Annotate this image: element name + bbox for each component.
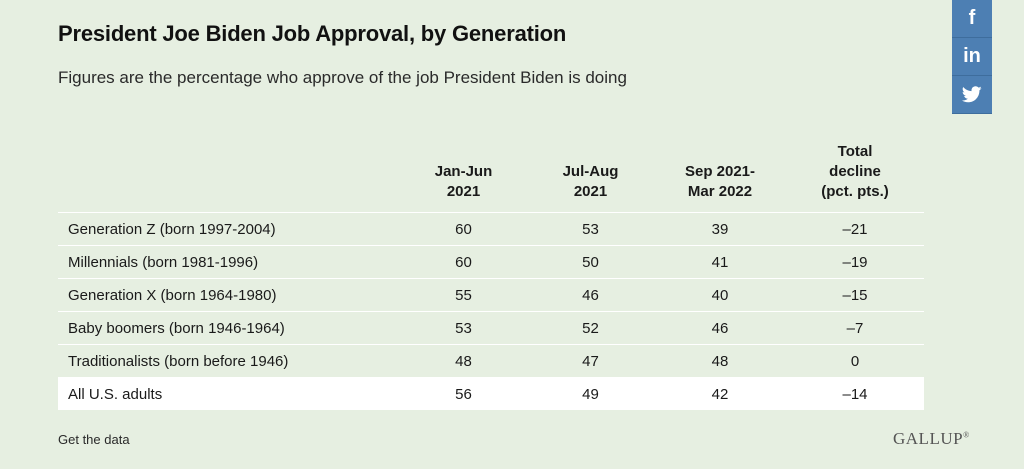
table-cell: 39 (654, 212, 786, 246)
get-the-data-link[interactable]: Get the data (58, 432, 130, 447)
row-label: Generation Z (born 1997-2004) (58, 212, 400, 246)
table-cell: –14 (786, 377, 924, 410)
column-header-line: Mar 2022 (687, 183, 753, 200)
table-row: Traditionalists (born before 1946) 48 47… (58, 344, 924, 378)
table-cell: 53 (400, 311, 527, 345)
chart-title: President Joe Biden Job Approval, by Gen… (58, 21, 567, 46)
table-cell: 50 (527, 245, 654, 279)
table-cell: –15 (786, 278, 924, 312)
table-cell: 48 (400, 344, 527, 378)
table-row: Generation X (born 1964-1980) 55 46 40 –… (58, 278, 924, 312)
table-cell: 46 (654, 311, 786, 345)
table-cell: 47 (527, 344, 654, 378)
table-cell: 0 (786, 344, 924, 378)
table-cell: 42 (654, 377, 786, 410)
table-cell: –21 (786, 212, 924, 246)
row-label: Traditionalists (born before 1946) (58, 344, 400, 378)
chart-subtitle: Figures are the percentage who approve o… (58, 68, 627, 87)
registered-mark: ® (963, 430, 970, 440)
table-cell: 56 (400, 377, 527, 410)
table-cell: 55 (400, 278, 527, 312)
column-header-line: Sep 2021- (684, 163, 756, 180)
table-cell: 49 (527, 377, 654, 410)
column-header-line: Jul-Aug (562, 163, 619, 180)
row-label: Generation X (born 1964-1980) (58, 278, 400, 312)
approval-table: Jan-Jun 2021 Jul-Aug 2021 Sep 2021- Mar … (58, 134, 924, 410)
column-header-jul-aug-2021: Jul-Aug 2021 (527, 134, 654, 213)
gallup-logo-text: GALLUP (893, 429, 964, 448)
linkedin-icon: in (963, 45, 981, 67)
social-share-bar: f in (952, 0, 992, 114)
table-cell: –7 (786, 311, 924, 345)
column-header-sep2021-mar2022: Sep 2021- Mar 2022 (654, 134, 786, 213)
table-cell: 60 (400, 212, 527, 246)
column-header-total-decline: Total decline (pct. pts.) (786, 134, 924, 213)
twitter-icon (962, 86, 982, 103)
linkedin-share-button[interactable]: in (952, 38, 992, 76)
table-cell: 60 (400, 245, 527, 279)
facebook-share-button[interactable]: f (952, 0, 992, 38)
row-label: Baby boomers (born 1946-1964) (58, 311, 400, 345)
column-header-jan-jun-2021: Jan-Jun 2021 (400, 134, 527, 213)
gallup-logo: GALLUP® (893, 429, 970, 449)
facebook-icon: f (968, 7, 976, 29)
table-row-total: All U.S. adults 56 49 42 –14 (58, 377, 924, 410)
table-cell: 48 (654, 344, 786, 378)
column-header-line: Jan-Jun (434, 163, 493, 180)
table-row: Baby boomers (born 1946-1964) 53 52 46 –… (58, 311, 924, 345)
column-header-line: Total (837, 143, 873, 160)
twitter-share-button[interactable] (952, 76, 992, 114)
table-cell: 53 (527, 212, 654, 246)
column-header-line: 2021 (573, 183, 608, 200)
table-cell: –19 (786, 245, 924, 279)
table-cell: 46 (527, 278, 654, 312)
table-header-row: Jan-Jun 2021 Jul-Aug 2021 Sep 2021- Mar … (58, 134, 924, 213)
column-header-line: 2021 (446, 183, 481, 200)
approval-table-container: Jan-Jun 2021 Jul-Aug 2021 Sep 2021- Mar … (58, 134, 924, 410)
row-label: All U.S. adults (58, 377, 400, 410)
header-label-cell (58, 134, 400, 213)
table-row: Millennials (born 1981-1996) 60 50 41 –1… (58, 245, 924, 279)
column-header-line: (pct. pts.) (821, 183, 889, 200)
column-header-line: decline (829, 163, 881, 180)
table-cell: 52 (527, 311, 654, 345)
row-label: Millennials (born 1981-1996) (58, 245, 400, 279)
table-cell: 41 (654, 245, 786, 279)
table-row: Generation Z (born 1997-2004) 60 53 39 –… (58, 212, 924, 246)
table-cell: 40 (654, 278, 786, 312)
